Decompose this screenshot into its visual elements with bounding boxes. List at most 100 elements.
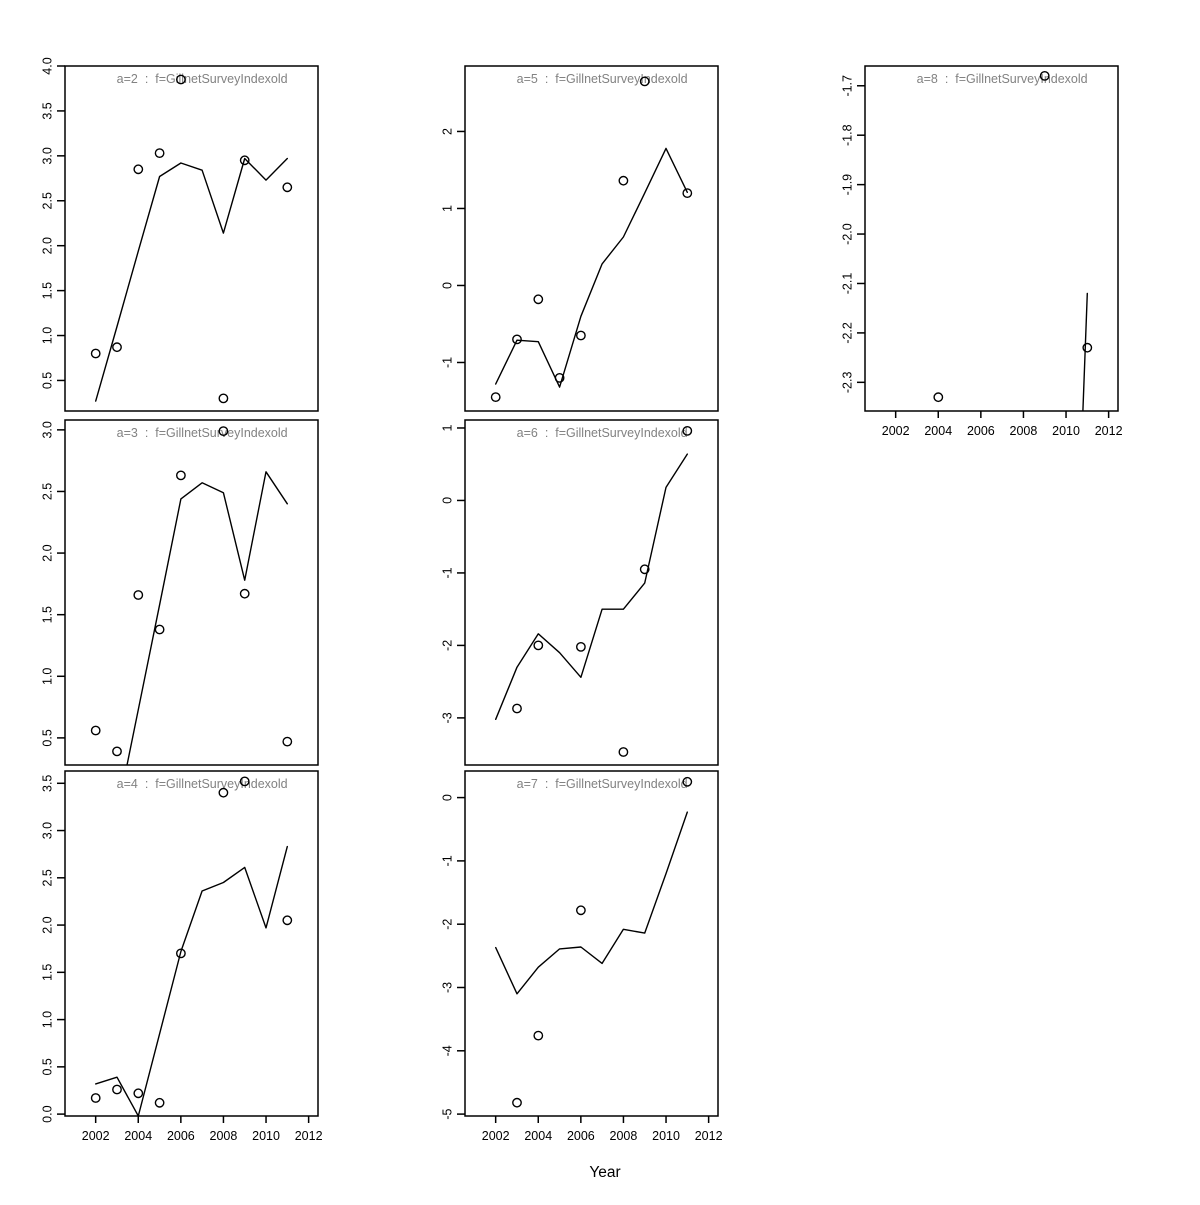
y-tick-label: -1 [440,357,454,368]
x-tick-label: 2012 [295,1129,323,1143]
y-tick-label: 2.0 [40,916,54,933]
x-tick-label: 2010 [1052,424,1080,438]
series-line [495,811,688,995]
panel-title: a=5 : f=GillnetSurveyIndexold [517,72,688,86]
y-tick-label: 1.0 [40,327,54,344]
y-tick-label: -2.1 [840,273,854,295]
data-point [90,1093,101,1103]
data-point [112,746,122,757]
y-tick-label: 0 [440,497,454,504]
panel-a8: -2.3 -2.2 -2.1 -2.0 -1.9 -1.8 -1.7 2002 2004 2006… [840,65,1123,438]
series-line [1082,292,1088,411]
x-tick-label: 2008 [610,1129,638,1143]
data-point [682,188,693,199]
panel-a5: -1 0 1 2 a=5 : f=GillnetSurveyIndexold [440,65,719,412]
y-tick-label: 2.0 [40,237,54,254]
data-point [512,334,522,345]
data-point [175,470,186,481]
y-tick-label: -5 [440,1109,454,1120]
y-tick-label: 1 [440,205,454,212]
series-line [95,845,288,1116]
panel-a4: 0.0 0.5 1.0 1.5 2.0 2.5 3.0 3.5 2002 2004 2006 2008… [40,770,323,1143]
panel-title: a=6 : f=GillnetSurveyIndexold [517,426,688,440]
series-line [495,453,688,720]
y-tick-label: 1.5 [40,964,54,981]
x-tick-label: 2002 [882,424,910,438]
y-tick-label: 0.5 [40,729,54,746]
y-tick-label: 2.0 [40,544,54,561]
panel-title: a=7 : f=GillnetSurveyIndexold [517,777,688,791]
x-tick-label: 2012 [1095,424,1123,438]
y-tick-label: -2 [440,919,454,930]
data-point [90,725,101,736]
y-tick-label: 0 [440,794,454,801]
data-point [682,425,693,436]
data-point [533,294,544,305]
panel-title: a=8 : f=GillnetSurveyIndexold [917,72,1088,86]
y-tick-label: 2.5 [40,192,54,209]
y-tick-label: 1 [440,424,454,431]
data-point [133,1088,144,1099]
y-tick-label: 1.0 [40,668,54,685]
x-tick-label: 2008 [1010,424,1038,438]
y-tick-label: -3 [440,712,454,723]
y-tick-label: 3.0 [40,421,54,438]
y-tick-label: 1.5 [40,282,54,299]
x-tick-label: 2002 [482,1129,510,1143]
x-tick-label: 2010 [252,1129,280,1143]
x-axis-title: Year [589,1164,620,1181]
panel-a2: 0.5 1.0 1.5 2.0 2.5 3.0 3.5 4.0 a=2 : f=GillnetS… [40,57,319,412]
x-tick-label: 2004 [524,1129,552,1143]
data-point [218,787,229,798]
data-point [218,393,229,404]
panel-frame [464,65,719,412]
data-point [133,590,144,600]
panel-a3: 0.5 1.0 1.5 2.0 2.5 3.0 a=3 : f=GillnetSurveyI… [40,419,319,766]
y-tick-label: -1.9 [840,174,854,196]
y-tick-label: 3.0 [40,822,54,839]
y-tick-label: -4 [440,1045,454,1056]
y-tick-label: 3.5 [40,102,54,119]
series-line [495,147,688,388]
data-point [218,426,229,436]
y-tick-label: 2.5 [40,869,54,886]
y-tick-label: -1.8 [840,124,854,146]
panel-a7: -5 -4 -3 -2 -1 0 2002 2004 2006 2008 2010 2012 a=7 :… [440,770,723,1143]
y-tick-label: -2.2 [840,322,854,344]
x-tick-label: 2012 [695,1129,723,1143]
data-point [282,182,293,193]
data-point [112,1084,122,1095]
y-tick-label: 2.5 [40,483,54,500]
data-point [533,1030,544,1041]
y-tick-label: 3.5 [40,775,54,792]
y-tick-label: 0.0 [40,1105,54,1122]
y-tick-label: -1.7 [840,75,854,97]
data-point [282,736,293,747]
data-point [512,703,522,714]
data-point [282,915,293,926]
data-point [1039,71,1050,81]
series-line [126,471,288,765]
data-point [933,392,944,403]
data-point [576,330,586,341]
panels-layer: 0.5 1.0 1.5 2.0 2.5 3.0 3.5 4.0 a=2 : f=GillnetS… [40,57,1122,1143]
panel-title: a=2 : f=GillnetSurveyIndexold [117,72,288,86]
data-point [133,164,144,175]
y-tick-label: 2 [440,128,454,135]
data-point [533,640,544,651]
x-tick-label: 2006 [167,1129,195,1143]
data-point [154,148,165,159]
data-point [154,624,165,635]
data-point [682,776,693,787]
y-tick-label: 1.0 [40,1011,54,1028]
data-point [490,392,501,402]
y-tick-label: 3.0 [40,147,54,164]
data-point [618,175,629,186]
panel-title: a=3 : f=GillnetSurveyIndexold [117,426,288,440]
panel-frame [464,770,719,1117]
y-tick-label: 1.5 [40,606,54,623]
y-tick-label: 0.5 [40,372,54,389]
x-tick-label: 2004 [124,1129,152,1143]
